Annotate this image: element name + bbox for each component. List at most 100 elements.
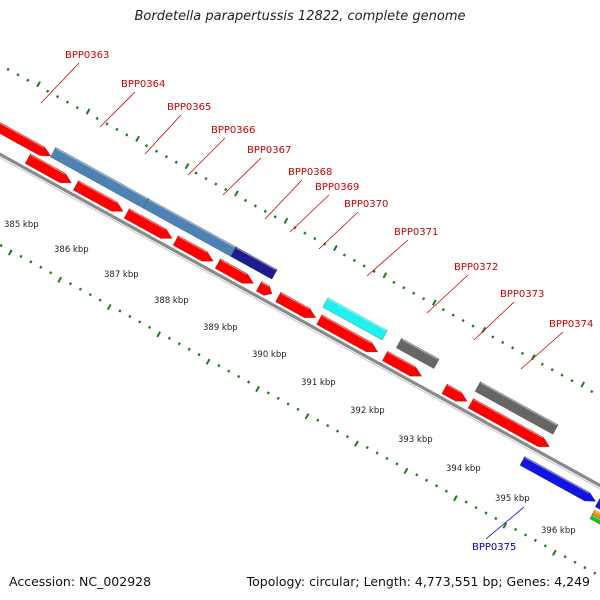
minor-tick xyxy=(583,566,587,570)
major-tick xyxy=(333,244,338,252)
gene-label: BPP0363 xyxy=(65,50,109,61)
feature-green-highlight xyxy=(592,514,600,521)
major-tick xyxy=(552,549,557,556)
minor-tick xyxy=(164,155,168,159)
feature-bpp0368-highlight xyxy=(236,247,277,271)
minor-tick xyxy=(204,176,208,181)
gene-label: BPP0369 xyxy=(315,182,359,193)
minor-tick xyxy=(88,292,92,297)
gene-label: BPP0371 xyxy=(394,227,438,238)
gene-label: BPP0366 xyxy=(211,125,255,136)
leader-line xyxy=(485,506,525,540)
major-tick xyxy=(184,163,190,170)
major-tick xyxy=(431,299,437,306)
cds-arrow-highlight xyxy=(473,399,544,439)
major-tick xyxy=(205,358,211,365)
tick-label: 392 kbp xyxy=(350,406,385,416)
accession-text: Accession: NC_002928 xyxy=(9,574,152,589)
feature-bpp0372 xyxy=(395,337,440,370)
minor-tick xyxy=(177,342,181,346)
minor-tick xyxy=(474,505,478,510)
minor-tick xyxy=(543,544,547,548)
minor-tick xyxy=(313,237,317,241)
major-tick xyxy=(382,272,388,279)
minor-tick xyxy=(118,309,122,313)
minor-tick xyxy=(365,445,369,450)
gene-label: BPP0365 xyxy=(167,102,211,113)
outer-tick-ring xyxy=(6,67,594,394)
cds-arrow xyxy=(275,291,317,319)
minor-tick xyxy=(253,204,257,208)
minor-tick xyxy=(491,335,495,339)
minor-tick xyxy=(105,122,109,126)
minor-tick xyxy=(550,368,554,372)
major-tick xyxy=(7,249,13,256)
minor-tick xyxy=(197,353,201,357)
major-tick xyxy=(304,413,310,420)
minor-tick xyxy=(0,243,3,248)
leader-line xyxy=(520,331,564,370)
feature-bpp0374 xyxy=(474,381,559,435)
minor-tick xyxy=(326,424,330,428)
gene-label: BPP0375 xyxy=(472,542,516,553)
leader-line xyxy=(318,211,359,250)
tick-label: 395 kbp xyxy=(495,494,530,504)
leader-line xyxy=(40,62,80,104)
major-tick xyxy=(36,81,41,88)
tick-label: 393 kbp xyxy=(398,435,433,445)
minor-tick xyxy=(425,478,429,482)
feature-orange-highlight xyxy=(594,510,600,515)
cds-arrow-highlight xyxy=(78,181,117,203)
minor-tick xyxy=(471,324,475,328)
feature-bpp0368 xyxy=(230,246,278,280)
minor-tick xyxy=(29,260,33,264)
leader-line xyxy=(473,301,515,341)
minor-tick xyxy=(362,264,366,268)
cds-arrow xyxy=(316,314,379,353)
minor-tick xyxy=(55,95,60,99)
minor-tick xyxy=(148,325,152,330)
minor-tick xyxy=(128,314,132,319)
minor-tick xyxy=(342,253,347,257)
map-title: Bordetella parapertussis 12822, complete… xyxy=(134,9,466,24)
major-tick xyxy=(453,495,458,502)
major-tick xyxy=(156,331,161,338)
tick-labels: 385 kbp 386 kbp 387 kbp 388 kbp 389 kbp 390 k… xyxy=(4,220,576,536)
minor-tick xyxy=(563,555,567,559)
cds-arrow-highlight xyxy=(261,282,270,288)
minor-tick xyxy=(95,116,99,121)
cds-arrow xyxy=(0,121,52,157)
minor-tick xyxy=(246,380,251,384)
minor-tick xyxy=(243,198,248,203)
minor-tick xyxy=(501,340,505,345)
cds-arrow xyxy=(123,208,173,239)
leader-line xyxy=(289,194,330,233)
tick-label: 387 kbp xyxy=(104,270,139,280)
minor-tick xyxy=(451,313,455,317)
minor-tick xyxy=(138,320,142,324)
minor-tick xyxy=(125,133,129,137)
feature-bpp0371-highlight xyxy=(328,298,387,332)
cds-arrow xyxy=(594,497,600,510)
minor-tick xyxy=(434,484,439,488)
tick-label: 394 kbp xyxy=(446,464,481,474)
feature-bpp0366-highlight xyxy=(148,199,236,248)
minor-tick xyxy=(402,286,406,290)
minor-tick xyxy=(237,374,241,379)
minor-tick xyxy=(273,215,277,219)
minor-tick xyxy=(19,254,23,259)
minor-tick xyxy=(303,231,307,235)
minor-tick xyxy=(6,67,10,71)
cds-arrow xyxy=(172,235,214,262)
minor-tick xyxy=(395,462,399,466)
cds-arrow-highlight xyxy=(178,236,208,253)
minor-tick xyxy=(570,379,574,383)
minor-tick xyxy=(375,451,379,455)
leader-line xyxy=(144,114,182,155)
cds-arrow-highlight xyxy=(447,384,462,393)
major-tick xyxy=(85,108,91,115)
minor-tick xyxy=(573,560,577,564)
minor-tick xyxy=(214,182,218,186)
inner-tick-ring xyxy=(0,243,597,575)
